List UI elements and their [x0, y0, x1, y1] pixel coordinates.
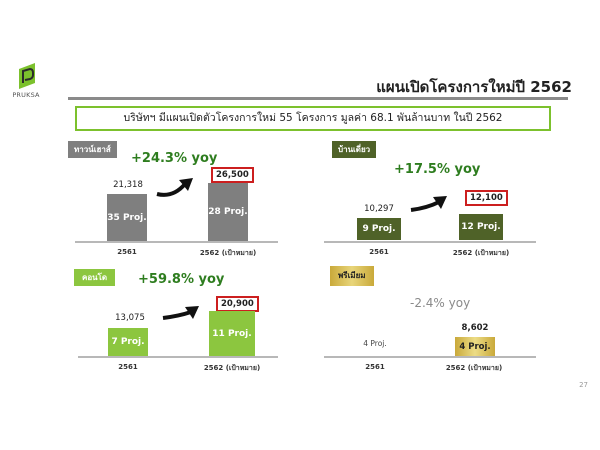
- tag-townhouse: ทาวน์เฮาส์: [68, 141, 117, 158]
- title-divider: [68, 97, 568, 100]
- logo-text: PRUKSA: [12, 91, 40, 99]
- value-townhouse-2561: 21,318: [113, 180, 143, 190]
- bar-premium-2561-label: 4 Proj.: [363, 339, 387, 348]
- value-single-house-2562: 12,100: [465, 190, 508, 206]
- growth-arrow-icon: [155, 176, 195, 198]
- xlabel-single-house-2562: 2562 (เป้าหมาย): [452, 249, 510, 257]
- pruksa-logo-icon: [15, 63, 37, 89]
- summary-banner: บริษัทฯ มีแผนเปิดตัวโครงการใหม่ 55 โครงก…: [75, 106, 551, 131]
- bar-townhouse-2562: 28 Proj.: [208, 183, 248, 241]
- yoy-single-house: +17.5% yoy: [394, 162, 481, 177]
- axis-condo: [78, 356, 278, 358]
- value-condo-2561: 13,075: [115, 313, 145, 323]
- axis-single-house: [324, 241, 536, 243]
- value-premium-2562: 8,602: [461, 323, 489, 333]
- bar-condo-2562: 11 Proj.: [209, 311, 255, 356]
- page-title: แผนเปิดโครงการใหม่ปี 2562: [376, 78, 572, 96]
- bar-townhouse-2561: 35 Proj.: [107, 194, 147, 241]
- yoy-townhouse: +24.3% yoy: [131, 151, 218, 166]
- growth-arrow-icon: [161, 304, 201, 326]
- value-townhouse-2562: 26,500: [211, 167, 254, 183]
- xlabel-condo-2561: 2561: [118, 363, 138, 371]
- xlabel-premium-2561: 2561: [365, 363, 385, 371]
- xlabel-townhouse-2561: 2561: [117, 248, 137, 256]
- bar-condo-2561: 7 Proj.: [108, 328, 148, 356]
- yoy-condo: +59.8% yoy: [138, 272, 225, 287]
- pruksa-logo: PRUKSA: [8, 63, 44, 99]
- tag-single-house: บ้านเดี่ยว: [332, 141, 377, 158]
- xlabel-condo-2562: 2562 (เป้าหมาย): [203, 364, 261, 372]
- value-single-house-2561: 10,297: [364, 204, 394, 214]
- bar-single-house-2561: 9 Proj.: [357, 218, 401, 240]
- growth-arrow-icon: [409, 194, 449, 216]
- page-number: 27: [579, 381, 588, 389]
- xlabel-townhouse-2562: 2562 (เป้าหมาย): [199, 249, 257, 257]
- axis-townhouse: [75, 241, 278, 243]
- tag-condo: คอนโด: [74, 269, 116, 286]
- bar-premium-2562: 4 Proj.: [455, 337, 495, 356]
- xlabel-single-house-2561: 2561: [369, 248, 389, 256]
- value-condo-2562: 20,900: [216, 296, 259, 312]
- axis-premium: [324, 356, 536, 358]
- xlabel-premium-2562: 2562 (เป้าหมาย): [445, 364, 503, 372]
- tag-premium: พรีเมียม: [330, 266, 374, 286]
- yoy-premium: -2.4% yoy: [410, 296, 471, 310]
- bar-single-house-2562: 12 Proj.: [459, 214, 503, 240]
